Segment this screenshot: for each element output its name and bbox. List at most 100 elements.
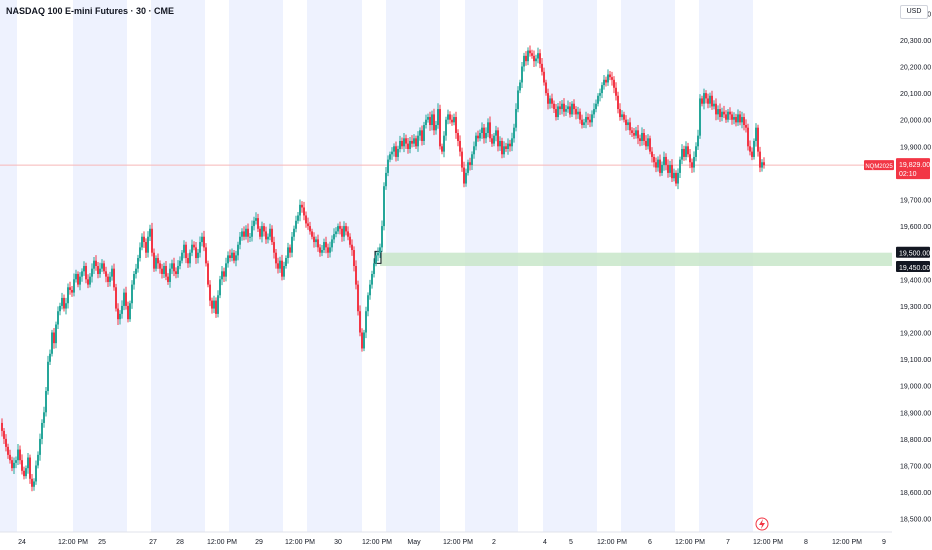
- candle-body[interactable]: [685, 146, 687, 157]
- candle-body[interactable]: [619, 109, 621, 118]
- candle-body[interactable]: [713, 103, 715, 107]
- candle-body[interactable]: [155, 258, 157, 269]
- candle-body[interactable]: [195, 247, 197, 259]
- candle-body[interactable]: [641, 133, 643, 141]
- candle-body[interactable]: [291, 236, 293, 253]
- candle-body[interactable]: [615, 87, 617, 96]
- candle-body[interactable]: [509, 143, 511, 147]
- candle-body[interactable]: [473, 146, 475, 155]
- candle-body[interactable]: [287, 247, 289, 259]
- candle-body[interactable]: [119, 313, 121, 320]
- candle-body[interactable]: [589, 119, 591, 123]
- candle-body[interactable]: [461, 151, 463, 168]
- candle-body[interactable]: [53, 332, 55, 344]
- candle-body[interactable]: [369, 284, 371, 296]
- candle-body[interactable]: [437, 109, 439, 126]
- candle-body[interactable]: [135, 268, 137, 274]
- candle-body[interactable]: [133, 273, 135, 285]
- candle-body[interactable]: [449, 114, 451, 120]
- candle-body[interactable]: [345, 226, 347, 232]
- candle-body[interactable]: [205, 247, 207, 264]
- candle-body[interactable]: [107, 276, 109, 282]
- candle-body[interactable]: [321, 250, 323, 253]
- currency-badge[interactable]: USD: [900, 5, 928, 19]
- candle-body[interactable]: [737, 114, 739, 123]
- candle-body[interactable]: [71, 289, 73, 293]
- candle-body[interactable]: [259, 228, 261, 237]
- candle-body[interactable]: [631, 130, 633, 133]
- candle-body[interactable]: [717, 109, 719, 115]
- candle-body[interactable]: [431, 114, 433, 126]
- candle-body[interactable]: [23, 470, 25, 477]
- candle-body[interactable]: [301, 204, 303, 208]
- candle-body[interactable]: [393, 146, 395, 152]
- candle-body[interactable]: [483, 127, 485, 139]
- candle-body[interactable]: [49, 353, 51, 362]
- candle-body[interactable]: [371, 273, 373, 285]
- candle-body[interactable]: [13, 462, 15, 469]
- candle-body[interactable]: [417, 135, 419, 147]
- candle-body[interactable]: [57, 311, 59, 325]
- candle-body[interactable]: [757, 127, 759, 152]
- candle-body[interactable]: [213, 300, 215, 309]
- candle-body[interactable]: [11, 460, 13, 469]
- candle-body[interactable]: [299, 204, 301, 216]
- candle-body[interactable]: [157, 258, 159, 264]
- candle-body[interactable]: [377, 252, 379, 256]
- candle-body[interactable]: [763, 162, 765, 166]
- candle-body[interactable]: [675, 172, 677, 184]
- candle-body[interactable]: [499, 140, 501, 147]
- candle-body[interactable]: [387, 159, 389, 173]
- candle-body[interactable]: [557, 106, 559, 118]
- candle-body[interactable]: [5, 438, 7, 447]
- candle-body[interactable]: [293, 228, 295, 237]
- candle-body[interactable]: [439, 109, 441, 147]
- candle-body[interactable]: [55, 324, 57, 344]
- candle-body[interactable]: [217, 295, 219, 314]
- candle-body[interactable]: [759, 151, 761, 168]
- candle-body[interactable]: [45, 391, 47, 413]
- candle-body[interactable]: [683, 148, 685, 157]
- candle-body[interactable]: [605, 79, 607, 83]
- candle-body[interactable]: [645, 140, 647, 147]
- candle-body[interactable]: [363, 332, 365, 349]
- candle-body[interactable]: [327, 247, 329, 253]
- candle-body[interactable]: [541, 63, 543, 72]
- candle-body[interactable]: [691, 162, 693, 168]
- candle-body[interactable]: [21, 460, 23, 471]
- candle-body[interactable]: [311, 231, 313, 237]
- candle-body[interactable]: [249, 236, 251, 238]
- candle-body[interactable]: [455, 117, 457, 133]
- candle-body[interactable]: [679, 159, 681, 173]
- candles[interactable]: [1, 45, 765, 492]
- candle-body[interactable]: [67, 287, 69, 304]
- candle-body[interactable]: [477, 135, 479, 139]
- candle-body[interactable]: [561, 103, 563, 110]
- candle-body[interactable]: [407, 143, 409, 149]
- candle-body[interactable]: [101, 263, 103, 269]
- candle-body[interactable]: [581, 119, 583, 126]
- candle-body[interactable]: [571, 103, 573, 115]
- candle-body[interactable]: [349, 236, 351, 245]
- candle-body[interactable]: [269, 228, 271, 237]
- candle-body[interactable]: [173, 263, 175, 272]
- candle-body[interactable]: [545, 82, 547, 94]
- candle-body[interactable]: [333, 234, 335, 240]
- candle-body[interactable]: [405, 138, 407, 144]
- candle-body[interactable]: [523, 55, 525, 67]
- candle-body[interactable]: [463, 167, 465, 184]
- candle-body[interactable]: [749, 146, 751, 152]
- candle-body[interactable]: [211, 300, 213, 309]
- candle-body[interactable]: [97, 266, 99, 274]
- candle-body[interactable]: [247, 228, 249, 237]
- candle-body[interactable]: [397, 148, 399, 157]
- candle-body[interactable]: [243, 231, 245, 237]
- candle-body[interactable]: [419, 130, 421, 136]
- candle-body[interactable]: [87, 279, 89, 285]
- candle-body[interactable]: [681, 148, 683, 160]
- candle-body[interactable]: [389, 154, 391, 160]
- candle-body[interactable]: [65, 303, 67, 309]
- candle-body[interactable]: [277, 263, 279, 269]
- candle-body[interactable]: [433, 114, 435, 131]
- candle-body[interactable]: [161, 268, 163, 274]
